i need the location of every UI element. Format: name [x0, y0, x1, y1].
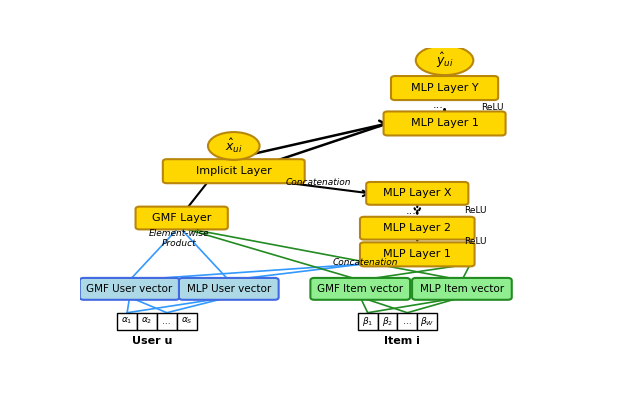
Text: MLP User vector: MLP User vector — [187, 284, 271, 294]
Text: GMF Item vector: GMF Item vector — [317, 284, 403, 294]
Text: MLP Item vector: MLP Item vector — [420, 284, 504, 294]
Text: User u: User u — [132, 336, 172, 346]
Text: $\beta_2$: $\beta_2$ — [382, 315, 393, 328]
Text: MLP Layer 2: MLP Layer 2 — [383, 223, 451, 233]
Text: $\alpha_2$: $\alpha_2$ — [141, 316, 152, 326]
Text: MLP Layer X: MLP Layer X — [383, 188, 452, 198]
Text: GMF User vector: GMF User vector — [86, 284, 173, 294]
FancyBboxPatch shape — [417, 313, 437, 330]
Text: ...: ... — [433, 100, 444, 110]
FancyBboxPatch shape — [358, 313, 378, 330]
Text: $\alpha_S$: $\alpha_S$ — [180, 316, 193, 326]
Text: GMF Layer: GMF Layer — [152, 213, 211, 223]
FancyBboxPatch shape — [360, 217, 475, 240]
FancyBboxPatch shape — [360, 242, 475, 266]
FancyBboxPatch shape — [366, 182, 468, 205]
Text: ReLU: ReLU — [481, 103, 503, 112]
FancyBboxPatch shape — [383, 112, 506, 136]
Text: Element-wise
Product: Element-wise Product — [149, 229, 209, 248]
FancyBboxPatch shape — [412, 278, 512, 300]
FancyBboxPatch shape — [177, 313, 196, 330]
Text: $\beta_1$: $\beta_1$ — [362, 315, 373, 328]
FancyBboxPatch shape — [117, 313, 137, 330]
Text: $\hat{y}_{ui}$: $\hat{y}_{ui}$ — [436, 51, 454, 70]
Text: ReLU: ReLU — [465, 206, 487, 215]
Text: ...: ... — [406, 206, 417, 216]
Text: ...: ... — [163, 317, 171, 326]
Text: MLP Layer 1: MLP Layer 1 — [411, 118, 479, 128]
Text: MLP Layer 1: MLP Layer 1 — [383, 249, 451, 259]
Text: Implicit Layer: Implicit Layer — [196, 166, 271, 176]
Text: $\alpha_1$: $\alpha_1$ — [122, 316, 133, 326]
Text: $\hat{x}_{ui}$: $\hat{x}_{ui}$ — [225, 137, 243, 155]
FancyBboxPatch shape — [163, 159, 305, 183]
Text: Concatenation: Concatenation — [332, 258, 398, 266]
FancyBboxPatch shape — [397, 313, 417, 330]
FancyBboxPatch shape — [378, 313, 397, 330]
Text: Item i: Item i — [385, 336, 420, 346]
FancyBboxPatch shape — [80, 278, 179, 300]
Text: Concatenation: Concatenation — [286, 178, 351, 188]
FancyBboxPatch shape — [310, 278, 410, 300]
FancyBboxPatch shape — [137, 313, 157, 330]
FancyBboxPatch shape — [136, 207, 228, 230]
Text: ReLU: ReLU — [465, 237, 487, 246]
Ellipse shape — [416, 46, 474, 75]
FancyBboxPatch shape — [157, 313, 177, 330]
Text: ...: ... — [403, 317, 412, 326]
Text: $\beta_W$: $\beta_W$ — [420, 315, 435, 328]
Text: MLP Layer Y: MLP Layer Y — [411, 83, 478, 93]
Ellipse shape — [208, 132, 260, 160]
FancyBboxPatch shape — [391, 76, 498, 100]
FancyBboxPatch shape — [179, 278, 278, 300]
